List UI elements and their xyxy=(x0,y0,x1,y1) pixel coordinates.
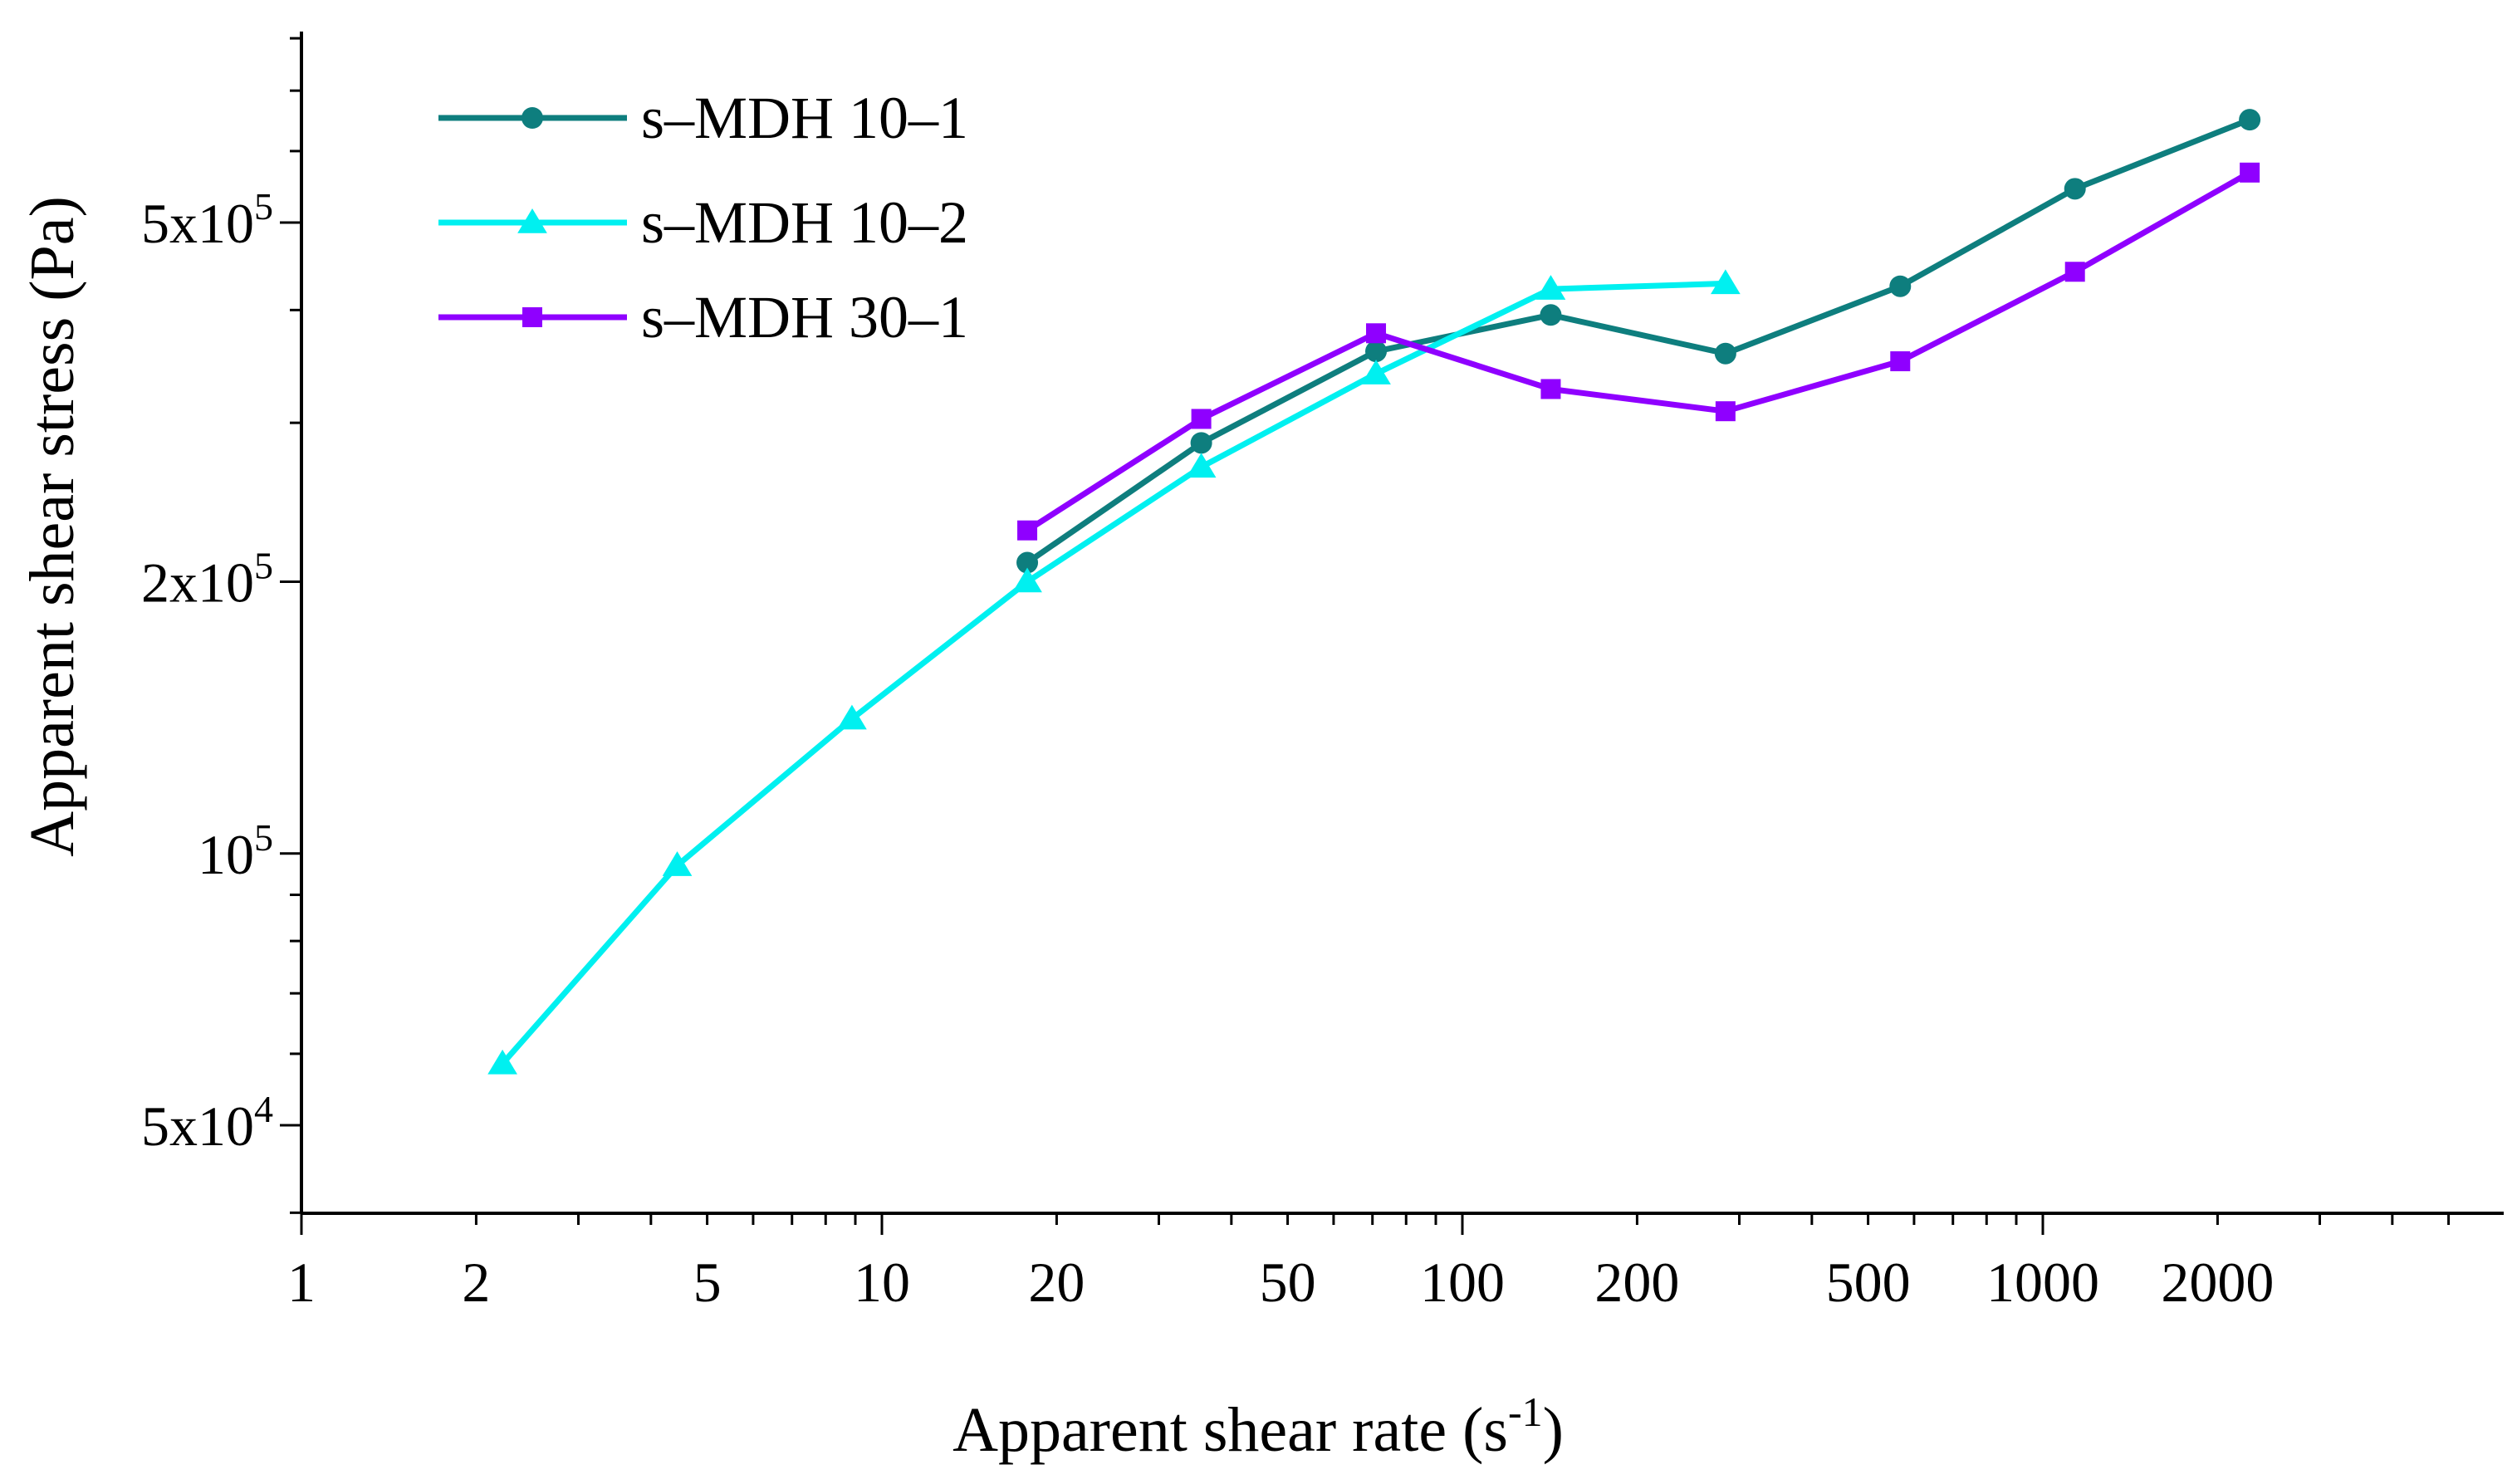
legend-marker xyxy=(522,307,542,327)
x-tick-label: 100 xyxy=(1420,1251,1505,1314)
data-point xyxy=(2064,262,2085,282)
data-point xyxy=(1540,304,1562,326)
data-point xyxy=(837,704,867,730)
x-tick-label: 5 xyxy=(693,1251,722,1314)
x-tick-label: 20 xyxy=(1028,1251,1085,1314)
y-axis-label: Apparent shear stress (Pa) xyxy=(17,196,87,857)
data-point xyxy=(1016,551,1039,574)
legend: s–MDH 10–1 s–MDH 10–2 s–MDH 30–1 xyxy=(438,85,968,350)
series-line xyxy=(1026,116,2251,566)
data-point xyxy=(1889,275,1912,297)
data-point xyxy=(1361,360,1391,384)
series-3 xyxy=(1017,162,2260,541)
legend-label: s–MDH 10–2 xyxy=(641,189,968,256)
x-tick-label: 1000 xyxy=(1986,1251,2099,1314)
legend-marker xyxy=(522,107,543,129)
series-2 xyxy=(487,269,1741,1075)
data-point xyxy=(1017,520,1038,541)
data-point xyxy=(2240,162,2260,183)
x-tick-label: 2 xyxy=(462,1251,490,1314)
x-tick-label: 50 xyxy=(1260,1251,1316,1314)
legend-label: s–MDH 10–1 xyxy=(641,85,968,151)
data-point xyxy=(1191,409,1212,429)
y-tick-label: 5x104 xyxy=(141,1088,273,1158)
legend-entry: s–MDH 10–2 xyxy=(438,189,968,256)
data-point xyxy=(1365,340,1388,363)
data-point xyxy=(1190,432,1212,454)
axes: 1 2 5 10 20 50 100 200 500 1000 2000 5x104 105 2x105 5… xyxy=(141,32,2504,1314)
y-tick-label: 2x105 xyxy=(141,545,273,615)
data-point xyxy=(1714,342,1736,365)
data-point xyxy=(1535,275,1566,300)
data-point xyxy=(1715,401,1736,422)
x-tick-label: 10 xyxy=(854,1251,910,1314)
data-point xyxy=(487,1049,517,1075)
legend-entry: s–MDH 30–1 xyxy=(438,284,968,350)
x-tick-label: 2000 xyxy=(2161,1251,2274,1314)
legend-label: s–MDH 30–1 xyxy=(641,284,968,350)
data-point xyxy=(1711,269,1741,295)
data-point xyxy=(1540,379,1561,399)
legend-entry: s–MDH 10–1 xyxy=(438,85,968,151)
legend-marker xyxy=(517,208,547,233)
series-line xyxy=(1026,169,2251,533)
x-tick-label: 200 xyxy=(1594,1251,1679,1314)
data-point xyxy=(1890,351,1911,372)
data-point xyxy=(2064,178,2086,200)
series-layer xyxy=(487,109,2261,1075)
y-tick-label: 105 xyxy=(198,816,273,886)
series-1 xyxy=(1016,109,2261,574)
data-point xyxy=(1366,323,1387,344)
x-axis-label: Apparent shear rate (s-1) xyxy=(952,1388,1564,1465)
y-tick-label: 5x105 xyxy=(141,185,273,255)
data-point xyxy=(1186,453,1217,478)
x-tick-label: 1 xyxy=(287,1251,316,1314)
data-point xyxy=(2239,109,2261,131)
x-tick-label: 500 xyxy=(1826,1251,1911,1314)
data-point xyxy=(662,851,693,876)
series-line xyxy=(500,280,1726,1066)
data-point xyxy=(1012,567,1042,593)
